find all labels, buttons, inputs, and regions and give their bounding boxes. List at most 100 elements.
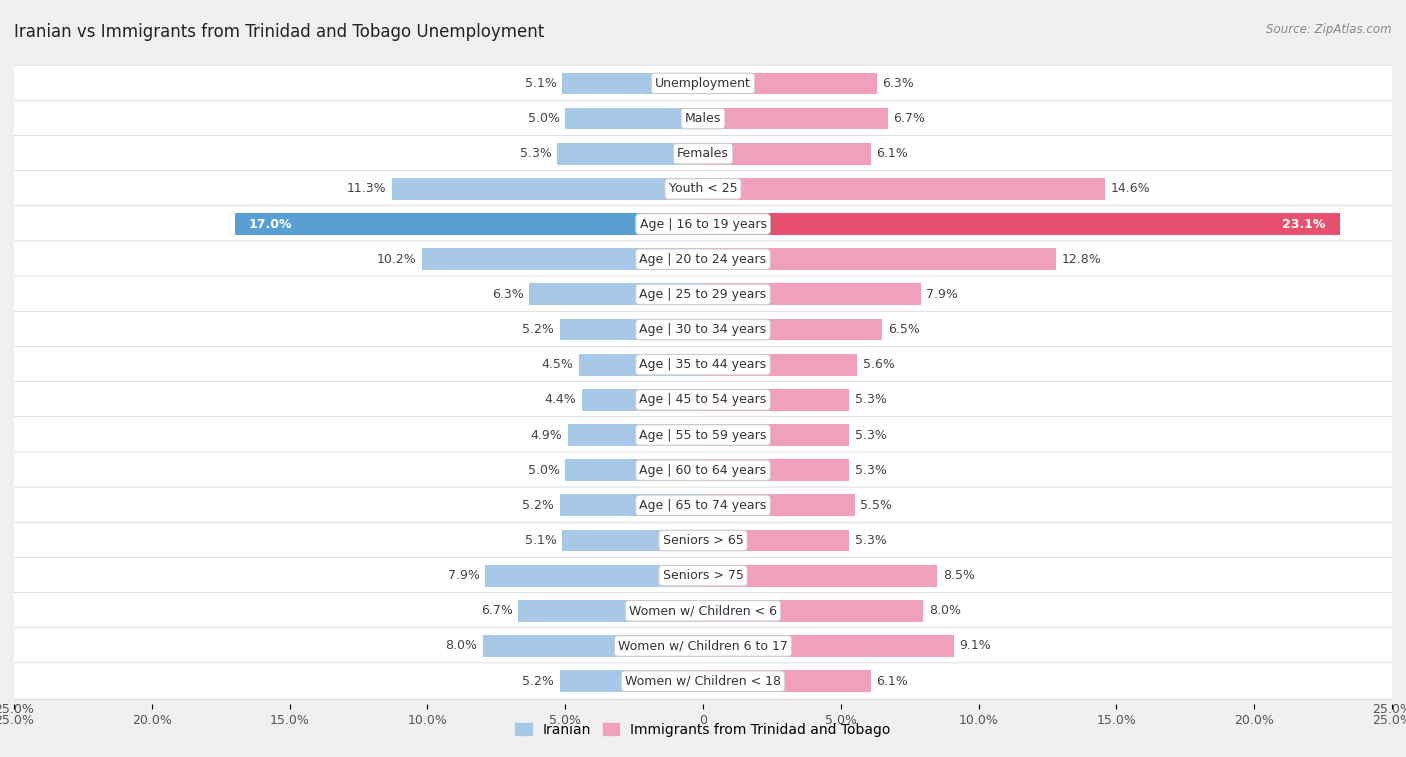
FancyBboxPatch shape — [14, 382, 1392, 418]
Text: 6.7%: 6.7% — [893, 112, 925, 125]
Bar — [703, 494, 855, 516]
FancyBboxPatch shape — [14, 487, 1392, 524]
Bar — [530, 283, 703, 305]
Text: Age | 65 to 74 years: Age | 65 to 74 years — [640, 499, 766, 512]
FancyBboxPatch shape — [14, 452, 1392, 488]
FancyBboxPatch shape — [14, 663, 1392, 699]
Bar — [703, 178, 1105, 200]
Bar — [703, 635, 953, 657]
Text: 5.6%: 5.6% — [863, 358, 894, 371]
Text: 5.2%: 5.2% — [522, 499, 554, 512]
Text: Women w/ Children < 18: Women w/ Children < 18 — [626, 674, 780, 687]
Text: Age | 60 to 64 years: Age | 60 to 64 years — [640, 464, 766, 477]
Text: Youth < 25: Youth < 25 — [669, 182, 737, 195]
Text: Women w/ Children 6 to 17: Women w/ Children 6 to 17 — [619, 640, 787, 653]
Bar — [703, 354, 858, 375]
FancyBboxPatch shape — [14, 311, 1392, 347]
Text: Unemployment: Unemployment — [655, 77, 751, 90]
Text: 17.0%: 17.0% — [249, 217, 292, 231]
Bar — [562, 530, 703, 551]
FancyBboxPatch shape — [14, 628, 1392, 665]
Text: Age | 35 to 44 years: Age | 35 to 44 years — [640, 358, 766, 371]
Text: 25.0%: 25.0% — [0, 703, 34, 716]
Bar — [703, 283, 921, 305]
Bar — [703, 424, 849, 446]
Bar — [560, 494, 703, 516]
Bar — [519, 600, 703, 621]
Text: 5.3%: 5.3% — [855, 394, 886, 407]
Text: 5.3%: 5.3% — [855, 464, 886, 477]
Text: 5.3%: 5.3% — [855, 428, 886, 441]
Bar — [703, 459, 849, 481]
Bar — [582, 389, 703, 411]
Bar — [560, 319, 703, 341]
Bar — [703, 600, 924, 621]
Text: Women w/ Children < 6: Women w/ Children < 6 — [628, 604, 778, 617]
Text: Age | 20 to 24 years: Age | 20 to 24 years — [640, 253, 766, 266]
Bar — [579, 354, 703, 375]
Bar — [562, 73, 703, 95]
Text: 5.3%: 5.3% — [520, 148, 551, 160]
FancyBboxPatch shape — [14, 241, 1392, 278]
Text: 5.2%: 5.2% — [522, 674, 554, 687]
FancyBboxPatch shape — [14, 276, 1392, 313]
Text: Seniors > 75: Seniors > 75 — [662, 569, 744, 582]
Text: 5.5%: 5.5% — [860, 499, 891, 512]
Text: Age | 25 to 29 years: Age | 25 to 29 years — [640, 288, 766, 301]
FancyBboxPatch shape — [14, 557, 1392, 594]
Bar — [703, 73, 876, 95]
Text: 7.9%: 7.9% — [449, 569, 479, 582]
Text: 4.4%: 4.4% — [544, 394, 576, 407]
Text: 8.0%: 8.0% — [929, 604, 960, 617]
Bar — [235, 213, 703, 235]
Bar — [703, 389, 849, 411]
Text: Source: ZipAtlas.com: Source: ZipAtlas.com — [1267, 23, 1392, 36]
Bar — [703, 213, 1340, 235]
FancyBboxPatch shape — [14, 206, 1392, 242]
Text: 23.1%: 23.1% — [1282, 217, 1326, 231]
Text: 6.3%: 6.3% — [492, 288, 524, 301]
Text: 6.1%: 6.1% — [876, 148, 908, 160]
Text: 5.1%: 5.1% — [524, 534, 557, 547]
Text: 12.8%: 12.8% — [1062, 253, 1101, 266]
Bar — [703, 319, 882, 341]
Text: 14.6%: 14.6% — [1111, 182, 1150, 195]
Text: Age | 45 to 54 years: Age | 45 to 54 years — [640, 394, 766, 407]
Bar — [565, 107, 703, 129]
Bar — [703, 143, 872, 164]
Text: 8.0%: 8.0% — [446, 640, 477, 653]
Text: 4.9%: 4.9% — [530, 428, 562, 441]
Text: 25.0%: 25.0% — [1372, 703, 1406, 716]
Bar — [565, 459, 703, 481]
Bar — [482, 635, 703, 657]
Bar — [703, 248, 1056, 270]
Text: Seniors > 65: Seniors > 65 — [662, 534, 744, 547]
Text: 6.1%: 6.1% — [876, 674, 908, 687]
Text: 6.3%: 6.3% — [882, 77, 914, 90]
FancyBboxPatch shape — [14, 593, 1392, 629]
Text: 5.2%: 5.2% — [522, 323, 554, 336]
Text: Females: Females — [678, 148, 728, 160]
Text: 5.1%: 5.1% — [524, 77, 557, 90]
Bar — [703, 670, 872, 692]
FancyBboxPatch shape — [14, 100, 1392, 137]
Bar — [703, 565, 938, 587]
FancyBboxPatch shape — [14, 65, 1392, 101]
Bar — [485, 565, 703, 587]
FancyBboxPatch shape — [14, 170, 1392, 207]
Bar — [703, 530, 849, 551]
Bar — [560, 670, 703, 692]
Text: 5.0%: 5.0% — [527, 464, 560, 477]
FancyBboxPatch shape — [14, 522, 1392, 559]
Text: 4.5%: 4.5% — [541, 358, 574, 371]
Bar — [557, 143, 703, 164]
FancyBboxPatch shape — [14, 347, 1392, 383]
Text: Iranian vs Immigrants from Trinidad and Tobago Unemployment: Iranian vs Immigrants from Trinidad and … — [14, 23, 544, 41]
Legend: Iranian, Immigrants from Trinidad and Tobago: Iranian, Immigrants from Trinidad and To… — [510, 717, 896, 742]
Text: 5.0%: 5.0% — [527, 112, 560, 125]
Text: 10.2%: 10.2% — [377, 253, 416, 266]
FancyBboxPatch shape — [14, 136, 1392, 172]
Text: Age | 30 to 34 years: Age | 30 to 34 years — [640, 323, 766, 336]
Bar — [703, 107, 887, 129]
Text: 6.7%: 6.7% — [481, 604, 513, 617]
